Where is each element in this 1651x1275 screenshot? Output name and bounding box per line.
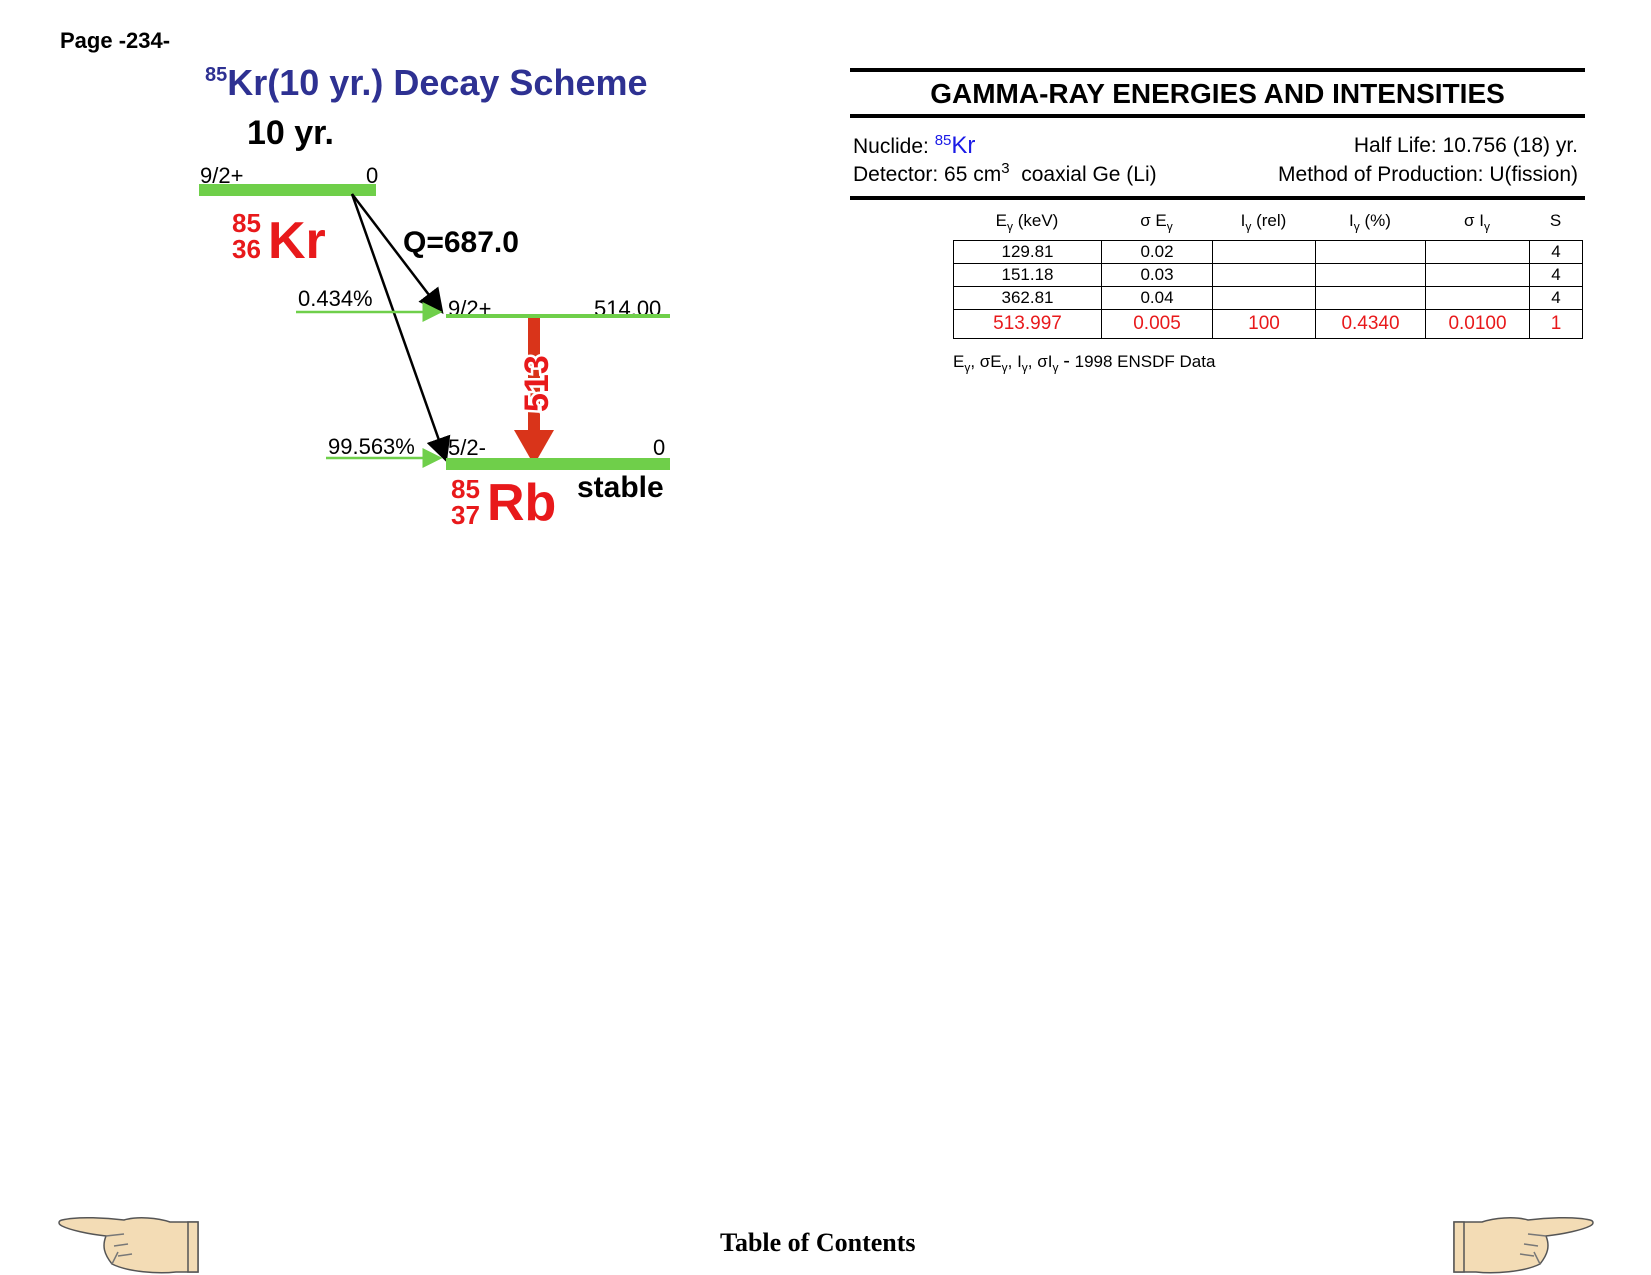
production-method: Method of Production: U(fission) [1278,163,1578,186]
table-cell: 151.18 [953,263,1102,287]
table-cell [1212,263,1316,287]
table-cell [1315,286,1426,310]
title-mass: 85 [205,64,228,86]
parent-level-line [199,184,376,196]
gamma-panel-title: GAMMA-RAY ENERGIES AND INTENSITIES [930,78,1505,109]
table-cell [1315,263,1426,287]
next-page-hand-icon[interactable] [1452,1212,1594,1274]
detector-prefix: Detector: 65 cm [853,163,1002,186]
table-row: 151.18 0.03 4 [953,263,1583,287]
table-cell: 362.81 [953,286,1102,310]
table-cell: 0.02 [1101,240,1213,264]
table-cell: 1 [1529,309,1583,339]
ground-level-line [446,458,670,470]
parent-symbol: Kr [268,212,326,270]
q-value: Q=687.0 [403,226,519,259]
table-cell [1425,263,1530,287]
parent-mass: 85 [232,208,261,238]
table-row-highlighted: 513.997 0.005 100 0.4340 0.0100 1 [953,309,1583,339]
table-cell [1425,286,1530,310]
table-cell [1315,240,1426,264]
table-cell: 4 [1529,240,1583,264]
table-cell: 129.81 [953,240,1102,264]
table-cell [1212,240,1316,264]
table-row: 362.81 0.04 4 [953,286,1583,310]
table-cell: 0.04 [1101,286,1213,310]
table-cell: 4 [1529,286,1583,310]
nuclide-label: Nuclide: [853,135,935,158]
scheme-title: 85Kr(10 yr.) Decay Scheme [205,62,648,104]
col-header-intensity-pct: Iγ (%) [1349,211,1391,234]
detector-info: Detector: 65 cm3 coaxial Ge (Li) [853,160,1157,187]
previous-page-hand-icon[interactable] [58,1212,200,1274]
parent-spin: 9/2+ [200,163,243,188]
table-cell: 0.0100 [1425,309,1530,339]
table-cell [1425,240,1530,264]
daughter-symbol: Rb [487,474,556,532]
ground-spin: 5/2- [448,435,486,460]
table-cell: 0.005 [1101,309,1213,339]
detector-suffix: coaxial Ge (Li) [1009,163,1157,186]
decay-scheme-diagram: 10 yr. 9/2+ 0 85 36 Kr Q=687.0 0.434% 9/… [199,114,670,532]
title-rule-top [850,68,1585,72]
parent-halflife: 10 yr. [247,114,334,152]
table-footnote: Eγ, σEγ, Iγ, σIγ - 1998 ENSDF Data [953,350,1216,375]
excited-branch: 0.434% [298,286,373,311]
table-of-contents-link[interactable]: Table of Contents [720,1228,916,1257]
table-cell [1212,286,1316,310]
gamma-arrow-head [514,430,554,465]
table-cell: 0.4340 [1315,309,1426,339]
excited-level-line [446,314,670,318]
info-rule-bottom [850,196,1585,200]
table-row: 129.81 0.02 4 [953,240,1583,264]
col-header-sigma-intensity: σ Iγ [1464,211,1490,234]
gamma-arrow-shaft [528,318,540,430]
col-header-energy: Eγ (keV) [995,211,1059,234]
parent-z: 36 [232,234,261,264]
col-header-sigma-energy: σ Eγ [1140,211,1173,234]
detector-exp: 3 [1001,160,1010,177]
nuclide-info: Nuclide: 85Kr [853,132,975,160]
col-header-s: S [1549,211,1562,230]
daughter-status: stable [577,471,664,504]
ground-branch: 99.563% [328,434,415,459]
page-label: Page -234- [60,28,171,53]
nuclide-mass: 85 [934,132,952,149]
title-rule-bottom [850,114,1585,118]
beta-to-ground-arrow [350,193,451,463]
ground-energy: 0 [653,435,665,460]
title-text: Kr(10 yr.) Decay Scheme [227,62,648,103]
parent-energy: 0 [366,163,378,188]
nuclide-symbol: Kr [951,132,976,159]
table-cell: 100 [1212,309,1316,339]
table-cell: 513.997 [953,309,1102,339]
gamma-table: 129.81 0.02 4 151.18 0.03 4 362.81 0.04 … [953,240,1583,339]
table-cell: 4 [1529,263,1583,287]
table-cell: 0.03 [1101,263,1213,287]
gamma-label: 513 [518,355,556,412]
daughter-z: 37 [451,500,480,530]
beta-to-excited-arrow [351,193,444,314]
footnote-source: 1998 ENSDF Data [1074,352,1216,371]
col-header-intensity-rel: Iγ (rel) [1240,211,1287,234]
daughter-mass: 85 [451,474,480,504]
half-life: Half Life: 10.756 (18) yr. [1353,134,1578,157]
